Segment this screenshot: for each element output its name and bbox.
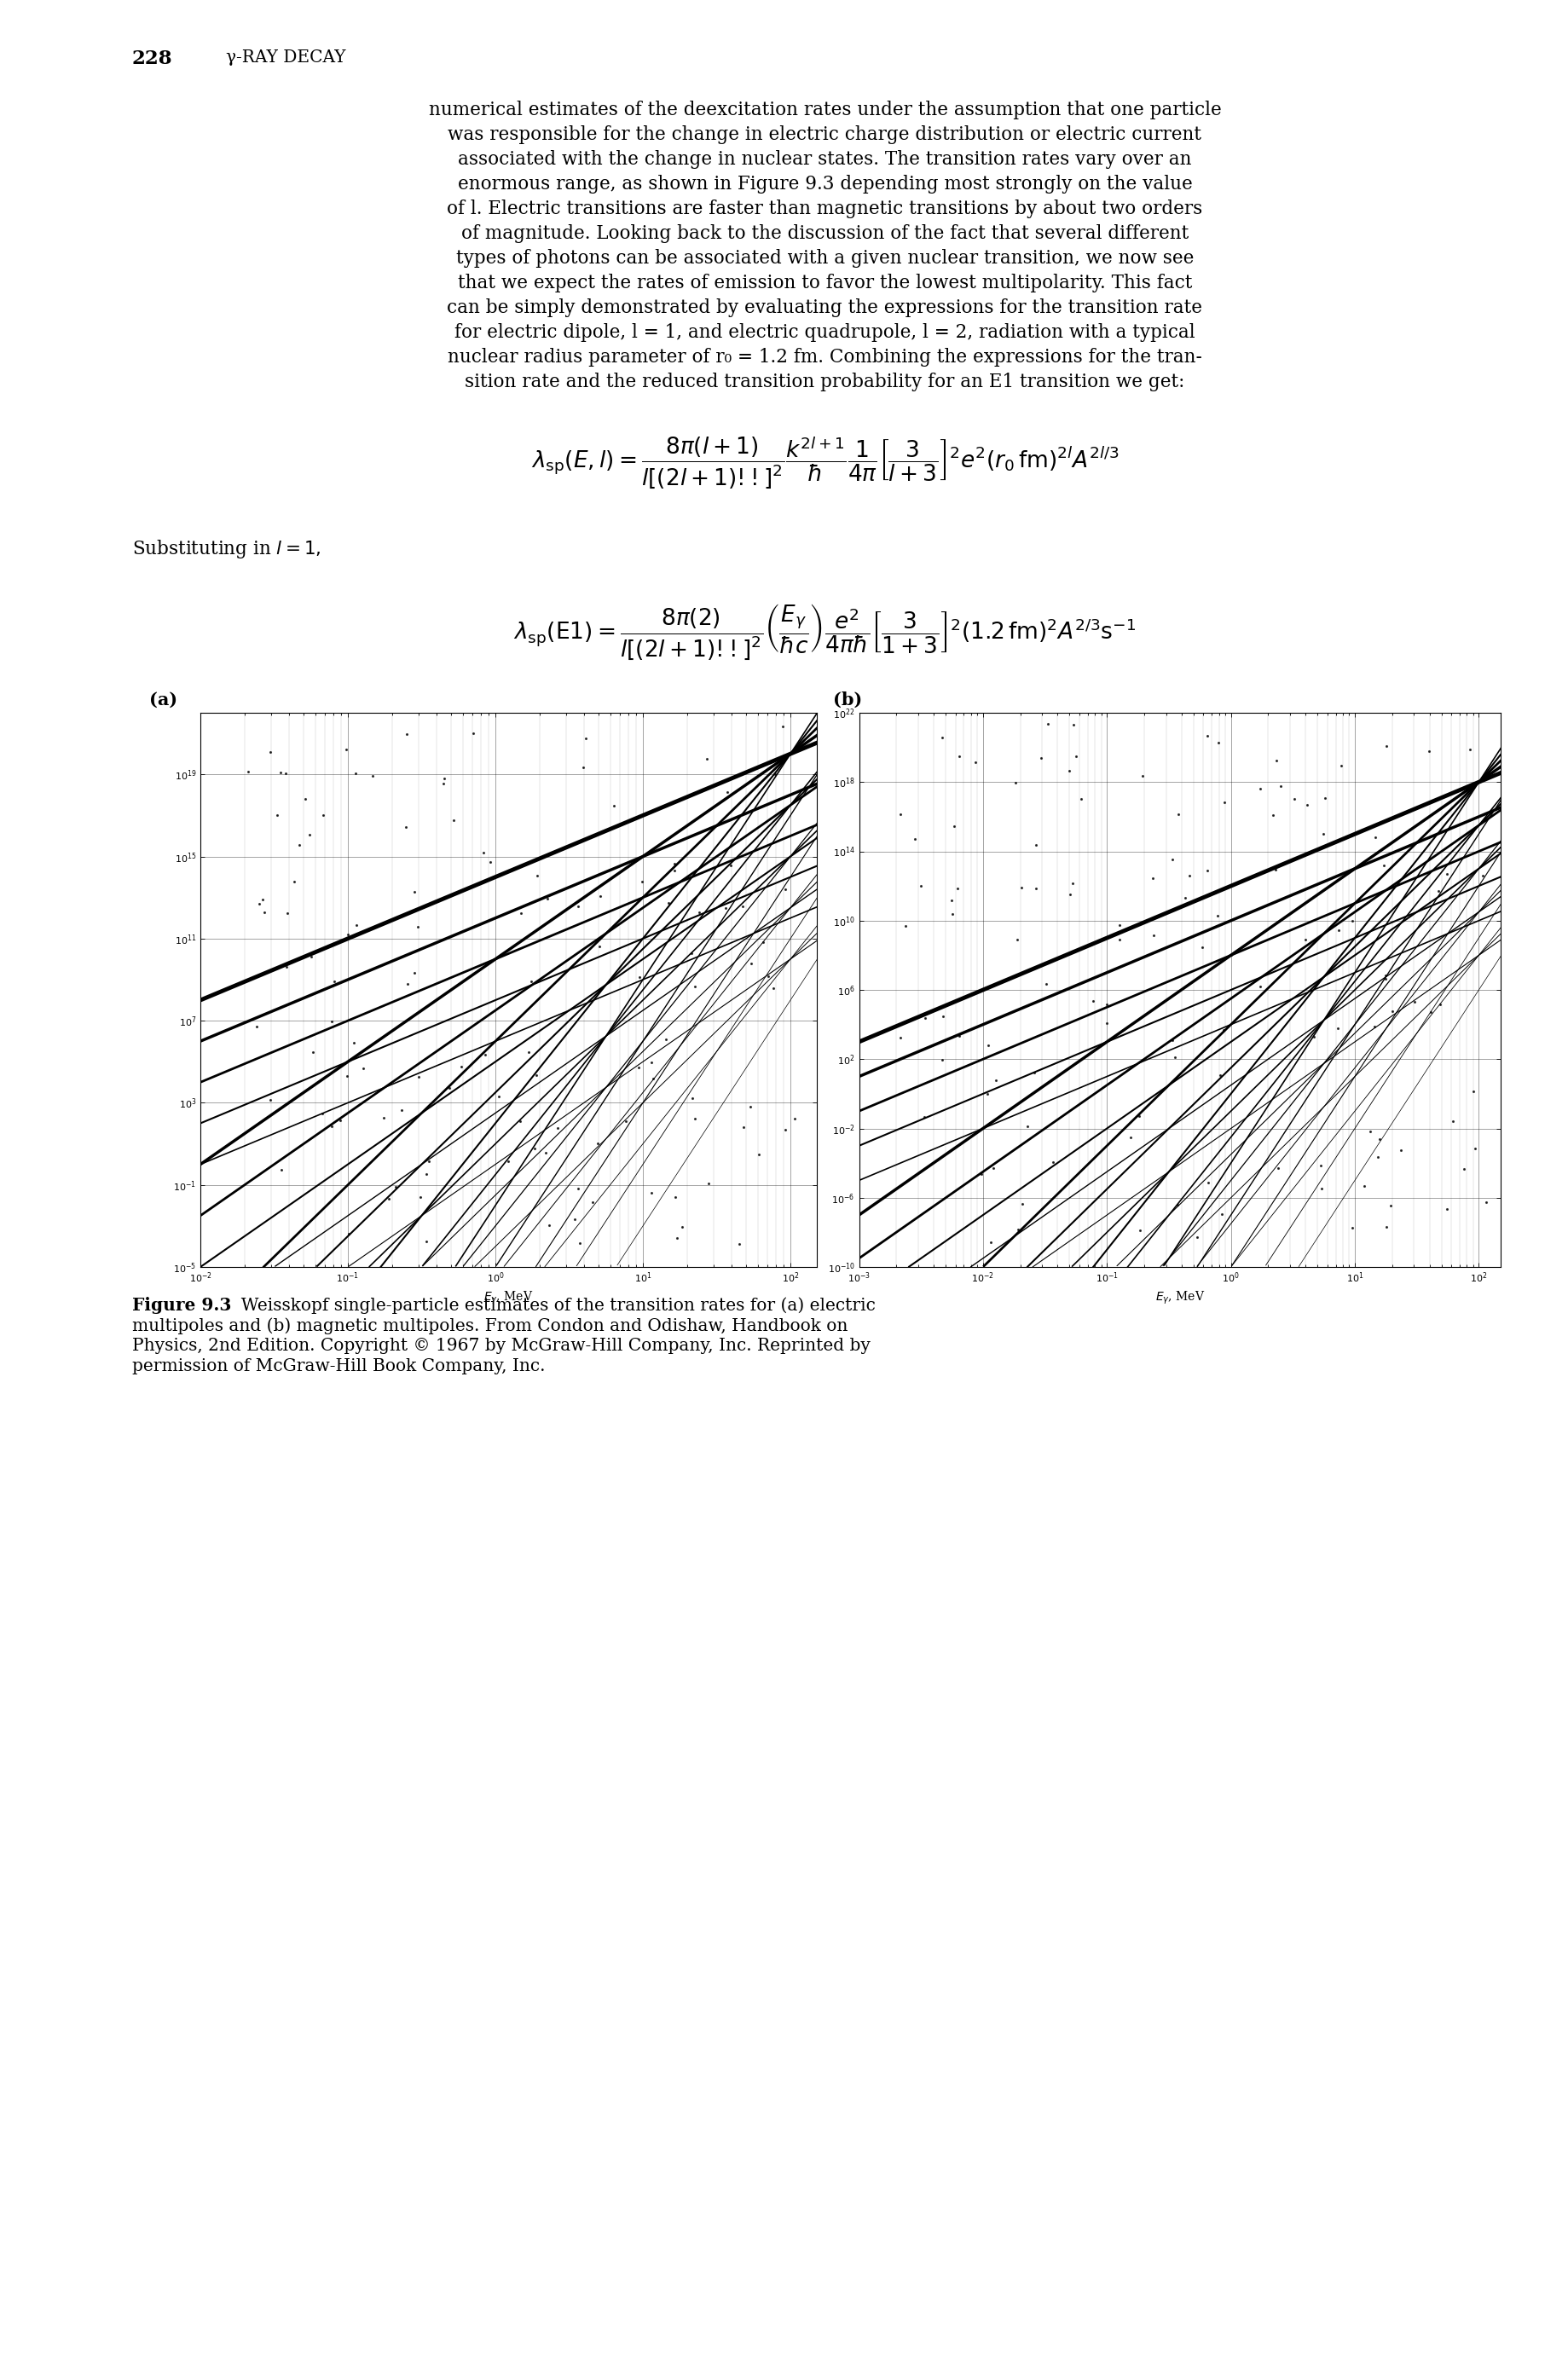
Text: of magnitude. Looking back to the discussion of the fact that several different: of magnitude. Looking back to the discus…: [461, 225, 1189, 244]
Text: $\lambda_{\rm sp}(E,l) = \dfrac{8\pi(l+1)}{l[(2l+1)!!]^2}\dfrac{k^{2l+1}}{\hbar}: $\lambda_{\rm sp}(E,l) = \dfrac{8\pi(l+1…: [532, 435, 1120, 490]
Text: numerical estimates of the deexcitation rates under the assumption that one part: numerical estimates of the deexcitation …: [428, 102, 1221, 118]
Text: γ-RAY DECAY: γ-RAY DECAY: [226, 50, 347, 66]
Text: Weisskopf single-particle estimates of the transition rates for (a) electric: Weisskopf single-particle estimates of t…: [230, 1297, 875, 1313]
Text: sition rate and the reduced transition probability for an E1 transition we get:: sition rate and the reduced transition p…: [466, 371, 1185, 390]
Text: nuclear radius parameter of r₀ = 1.2 fm. Combining the expressions for the tran-: nuclear radius parameter of r₀ = 1.2 fm.…: [448, 348, 1203, 367]
X-axis label: $E_\gamma$, MeV: $E_\gamma$, MeV: [483, 1289, 533, 1306]
Text: multipoles and (b) magnetic multipoles. From Condon and Odishaw, Handbook on: multipoles and (b) magnetic multipoles. …: [132, 1318, 848, 1334]
Text: can be simply demonstrated by evaluating the expressions for the transition rate: can be simply demonstrated by evaluating…: [447, 298, 1203, 317]
Text: Substituting in $l = 1,$: Substituting in $l = 1,$: [132, 537, 321, 561]
Text: that we expect the rates of emission to favor the lowest multipolarity. This fac: that we expect the rates of emission to …: [458, 274, 1192, 293]
Text: Physics, 2nd Edition. Copyright © 1967 by McGraw-Hill Company, Inc. Reprinted by: Physics, 2nd Edition. Copyright © 1967 b…: [132, 1337, 870, 1353]
Text: (a): (a): [149, 691, 177, 707]
Text: types of photons can be associated with a given nuclear transition, we now see: types of photons can be associated with …: [456, 248, 1193, 267]
Text: for electric dipole, l = 1, and electric quadrupole, l = 2, radiation with a typ: for electric dipole, l = 1, and electric…: [455, 324, 1195, 343]
Text: was responsible for the change in electric charge distribution or electric curre: was responsible for the change in electr…: [448, 125, 1201, 144]
X-axis label: $E_\gamma$, MeV: $E_\gamma$, MeV: [1156, 1289, 1204, 1306]
Text: Figure 9.3: Figure 9.3: [132, 1297, 232, 1313]
Text: enormous range, as shown in Figure 9.3 depending most strongly on the value: enormous range, as shown in Figure 9.3 d…: [458, 175, 1192, 194]
Text: 228: 228: [132, 50, 172, 69]
Text: permission of McGraw-Hill Book Company, Inc.: permission of McGraw-Hill Book Company, …: [132, 1358, 546, 1375]
Text: of l. Electric transitions are faster than magnetic transitions by about two ord: of l. Electric transitions are faster th…: [447, 199, 1203, 218]
Text: (b): (b): [834, 691, 862, 707]
Text: associated with the change in nuclear states. The transition rates vary over an: associated with the change in nuclear st…: [458, 149, 1192, 168]
Text: $\lambda_{\rm sp}({\rm E1}) = \dfrac{8\pi(2)}{l[(2l+1)!!]^2}\left(\dfrac{E_\gamm: $\lambda_{\rm sp}({\rm E1}) = \dfrac{8\p…: [514, 601, 1137, 660]
